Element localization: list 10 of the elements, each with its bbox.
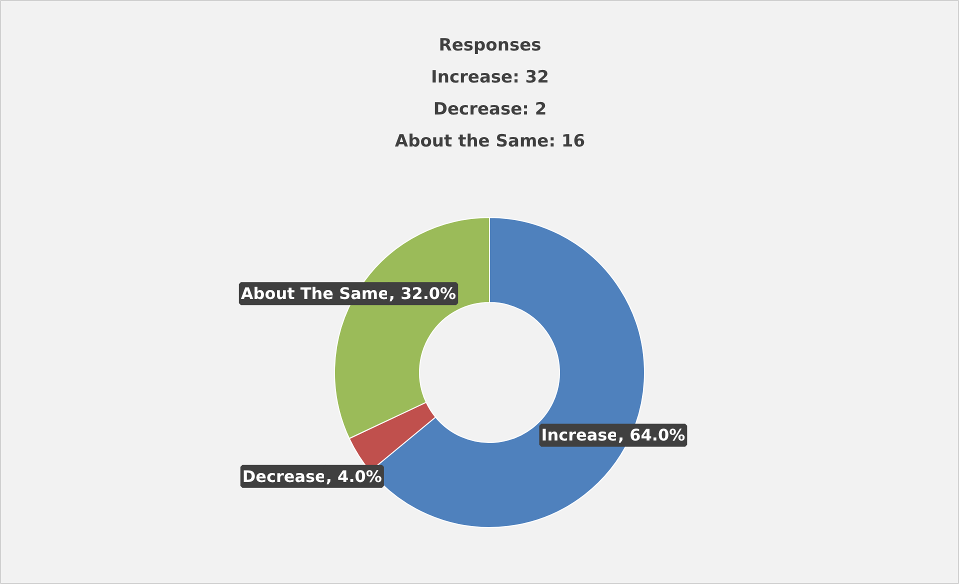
text: Increase: 32	[431, 68, 549, 88]
slice-label: Decrease	[242, 466, 326, 486]
text: About the Same: 16	[394, 132, 586, 152]
chart-title: Responses	[438, 36, 542, 56]
slice-label: Increase	[541, 426, 618, 445]
data-label: , 32.0%	[388, 284, 456, 304]
text: Decrease: 2	[433, 100, 547, 120]
slice-label: About The Same	[240, 284, 390, 304]
data-label: , 64.0%	[618, 426, 686, 445]
data-label: , 4.0%	[326, 466, 382, 486]
